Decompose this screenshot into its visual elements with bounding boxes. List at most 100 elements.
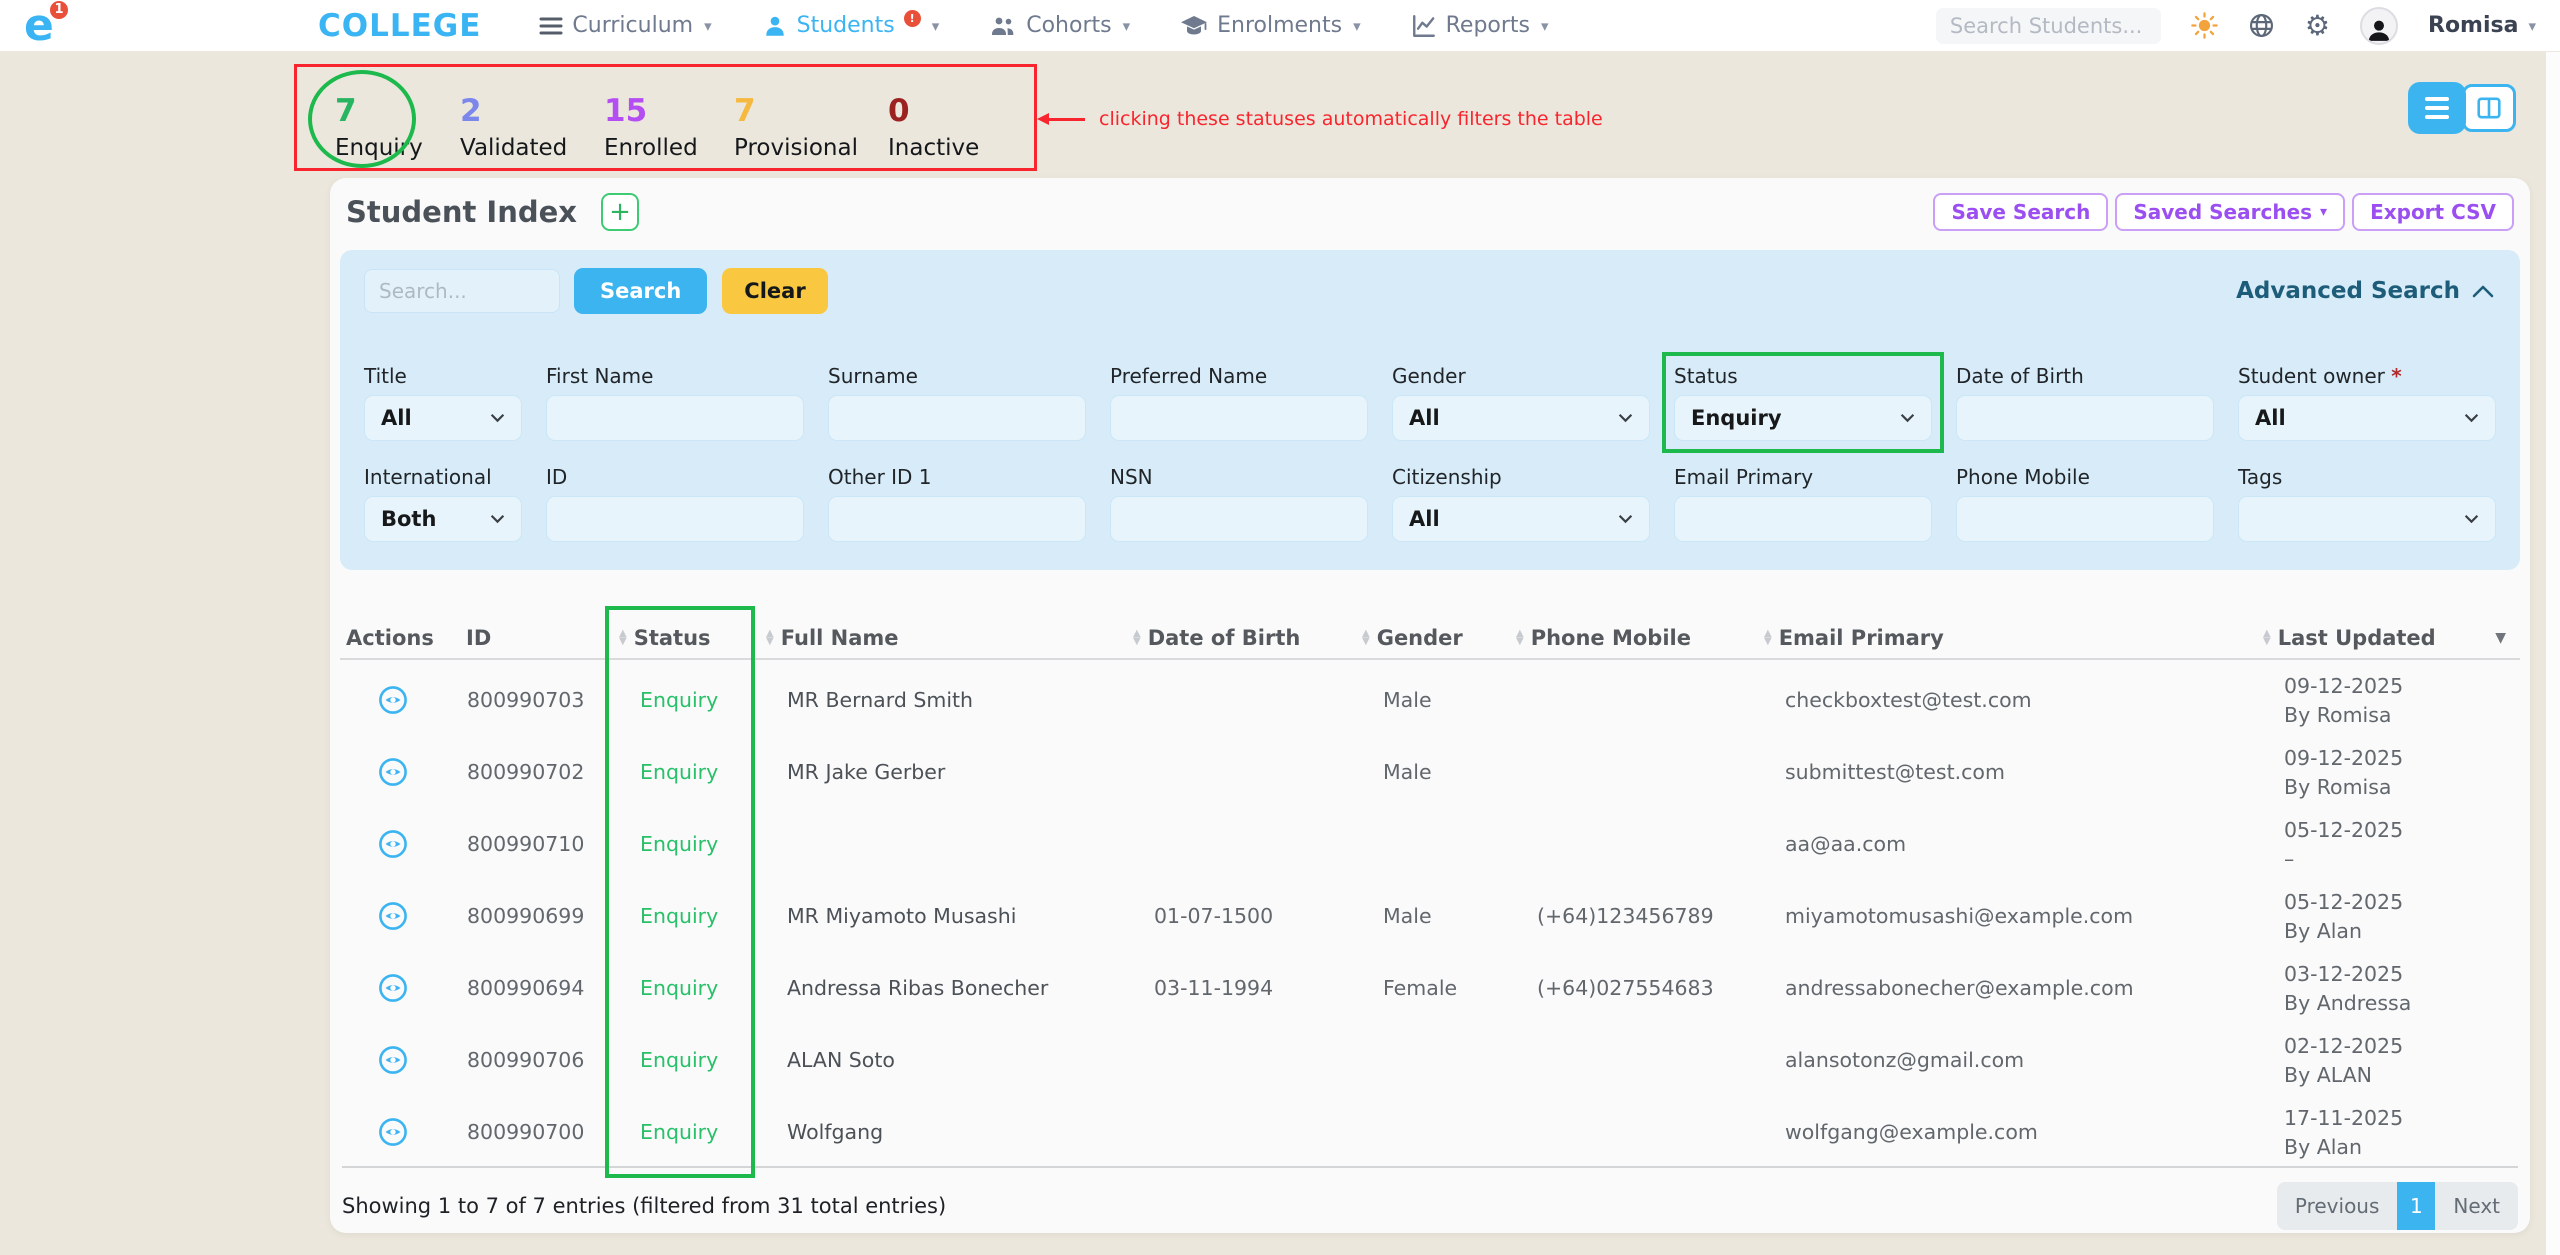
card-view-button[interactable] <box>2462 84 2516 132</box>
saved-searches-button[interactable]: Saved Searches ▾ <box>2115 193 2346 231</box>
id-input[interactable] <box>546 496 804 542</box>
filter-title: Title All <box>364 364 522 441</box>
cell-status: Enquiry <box>640 1048 719 1072</box>
citizenship-select[interactable]: All <box>1392 496 1650 542</box>
cell-status: Enquiry <box>640 976 719 1000</box>
view-student-button[interactable] <box>378 685 408 715</box>
menu-label: Students <box>796 13 895 38</box>
export-csv-button[interactable]: Export CSV <box>2352 193 2514 231</box>
column-last-updated[interactable]: ▲ ▼ Last Updated ▼ <box>2257 626 2520 650</box>
status-count: 7 <box>335 93 357 129</box>
menu-enrolments[interactable]: Enrolments ▾ <box>1180 13 1361 38</box>
columns-icon <box>2477 97 2501 119</box>
status-count: 15 <box>604 93 648 129</box>
save-search-button[interactable]: Save Search <box>1933 193 2109 231</box>
column-status[interactable]: ▲ ▼ Status <box>613 626 760 650</box>
surname-input[interactable] <box>828 395 1086 441</box>
gender-select[interactable]: All <box>1392 395 1650 441</box>
user-menu[interactable]: Romisa ▾ <box>2428 13 2536 38</box>
other-id-1-input[interactable] <box>828 496 1086 542</box>
status-chip-inactive[interactable]: 0 Inactive <box>888 94 979 161</box>
table-search-input[interactable] <box>364 269 560 313</box>
status-chip-enrolled[interactable]: 15 Enrolled <box>604 94 698 161</box>
list-view-button[interactable] <box>2408 82 2466 134</box>
filter-label: First Name <box>546 364 654 388</box>
tags-select[interactable] <box>2238 496 2496 542</box>
cell-email-primary: aa@aa.com <box>1785 832 1907 856</box>
student-owner-select[interactable]: All <box>2238 395 2496 441</box>
first-name-input[interactable] <box>546 395 804 441</box>
language-button[interactable] <box>2248 12 2275 39</box>
view-toggle <box>2408 82 2516 134</box>
cell-email-primary: submittest@test.com <box>1785 760 2005 784</box>
table-row: 800990710 Enquiry aa@aa.com 05-12-2025 – <box>340 808 2520 880</box>
table-row: 800990706 Enquiry ALAN Soto alansotonz@g… <box>340 1024 2520 1096</box>
filter-label: Title <box>364 364 407 388</box>
app-logo[interactable]: e 1 <box>24 0 70 49</box>
view-student-button[interactable] <box>378 829 408 859</box>
chevron-down-icon <box>2464 414 2479 423</box>
list-icon-bar <box>2425 106 2449 110</box>
cell-last-updated: 02-12-2025 By ALAN <box>2257 1034 2520 1087</box>
cell-full-name: MR Miyamoto Musashi <box>787 904 1017 928</box>
view-student-button[interactable] <box>378 1117 408 1147</box>
international-select[interactable]: Both <box>364 496 522 542</box>
menu-students[interactable]: Students ! ▾ <box>762 10 939 39</box>
filter-international: International Both <box>364 465 522 542</box>
clear-button[interactable]: Clear <box>722 268 828 314</box>
chevron-down-icon <box>2464 515 2479 524</box>
global-search-input[interactable] <box>1935 7 2161 44</box>
required-asterisk: * <box>2391 364 2402 388</box>
cell-gender: Male <box>1383 760 1432 784</box>
theme-toggle-button[interactable] <box>2191 12 2218 39</box>
scrollbar[interactable] <box>2545 52 2560 1255</box>
preferred-name-input[interactable] <box>1110 395 1368 441</box>
date-of-birth-input[interactable] <box>1956 395 2214 441</box>
status-chip-validated[interactable]: 2 Validated <box>460 94 567 161</box>
table-footer: Showing 1 to 7 of 7 entries (filtered fr… <box>342 1166 2518 1230</box>
brand-title[interactable]: COLLEGE <box>318 7 482 44</box>
column-email-primary[interactable]: ▲ ▼ Email Primary <box>1758 626 2257 650</box>
column-full-name[interactable]: ▲ ▼ Full Name <box>760 626 1127 650</box>
column-gender[interactable]: ▲ ▼ Gender <box>1356 626 1510 650</box>
next-page-button[interactable]: Next <box>2435 1182 2518 1230</box>
filter-id: ID <box>546 465 804 542</box>
chevron-down-icon <box>1900 414 1915 423</box>
search-button[interactable]: Search <box>574 268 708 314</box>
title-select[interactable]: All <box>364 395 522 441</box>
updated-date: 05-12-2025 <box>2284 817 2404 842</box>
column-phone-mobile[interactable]: ▲ ▼ Phone Mobile <box>1510 626 1758 650</box>
column-id[interactable]: ID <box>460 626 613 650</box>
updated-date: 05-12-2025 <box>2284 889 2404 914</box>
phone-mobile-input[interactable] <box>1956 496 2214 542</box>
email-primary-input[interactable] <box>1674 496 1932 542</box>
page-1-button[interactable]: 1 <box>2397 1182 2436 1230</box>
cell-status: Enquiry <box>640 832 719 856</box>
view-student-button[interactable] <box>378 757 408 787</box>
menu-reports[interactable]: Reports ▾ <box>1411 13 1549 39</box>
sort-icon: ▲ ▼ <box>2263 628 2271 647</box>
select-value: All <box>2255 406 2286 430</box>
menu-cohorts[interactable]: Cohorts ▾ <box>989 13 1130 38</box>
column-date-of-birth[interactable]: ▲ ▼ Date of Birth <box>1127 626 1356 650</box>
updated-date: 02-12-2025 <box>2284 1033 2404 1058</box>
status-select[interactable]: Enquiry <box>1674 395 1932 441</box>
view-student-button[interactable] <box>378 1045 408 1075</box>
cell-id: 800990699 <box>467 904 585 928</box>
nsn-input[interactable] <box>1110 496 1368 542</box>
advanced-search-toggle[interactable]: Advanced Search <box>2236 278 2496 304</box>
add-student-button[interactable]: + <box>601 193 639 231</box>
status-chip-provisional[interactable]: 7 Provisional <box>734 94 858 161</box>
table-row: 800990703 Enquiry MR Bernard Smith Male … <box>340 664 2520 736</box>
settings-button[interactable]: ⚙ <box>2305 11 2330 40</box>
previous-page-button[interactable]: Previous <box>2277 1182 2398 1230</box>
updated-by: By Romisa <box>2284 774 2392 799</box>
menu-curriculum[interactable]: Curriculum ▾ <box>539 13 712 38</box>
filter-label: ID <box>546 465 568 489</box>
cell-id: 800990702 <box>467 760 585 784</box>
view-student-button[interactable] <box>378 901 408 931</box>
avatar[interactable] <box>2360 6 2398 45</box>
status-chip-enquiry[interactable]: 7 Enquiry <box>335 94 423 161</box>
view-student-button[interactable] <box>378 973 408 1003</box>
saved-searches-label: Saved Searches <box>2133 200 2313 224</box>
